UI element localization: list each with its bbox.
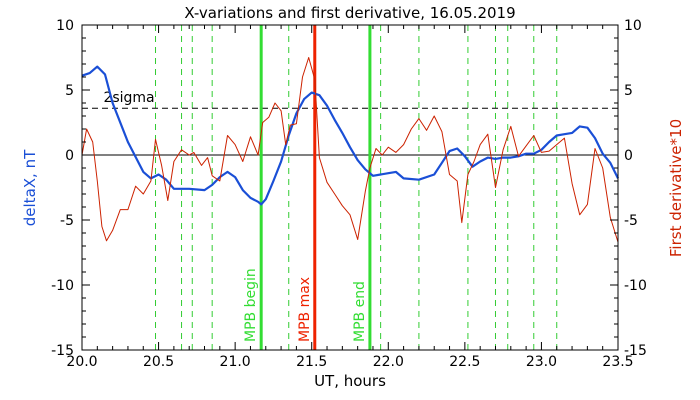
plot-area: 2sigma MPB begin MPB max MPB end 20.0 20.5 21.… bbox=[51, 18, 647, 370]
threshold-label: 2sigma bbox=[103, 90, 154, 106]
y-tick-label-right: 10 bbox=[624, 18, 642, 34]
x-tick-label: 21.0 bbox=[220, 354, 251, 370]
x-tick-label: 20.0 bbox=[66, 354, 97, 370]
y-tick-label-right: -15 bbox=[624, 343, 647, 359]
y-tick-label-left: -5 bbox=[60, 213, 74, 229]
y-tick-label-left: 10 bbox=[56, 18, 74, 34]
y-tick-label-right: 0 bbox=[624, 148, 633, 164]
y-tick-label-right: -5 bbox=[624, 213, 638, 229]
y-tick-label-left: 5 bbox=[65, 83, 74, 99]
y-tick-label-right: -10 bbox=[624, 278, 647, 294]
x-tick-label: 23.0 bbox=[526, 354, 557, 370]
x-axis-label: UT, hours bbox=[314, 372, 386, 390]
x-tick-label: 23.5 bbox=[602, 354, 633, 370]
y-tick-label-left: -10 bbox=[51, 278, 74, 294]
y-tick-label-left: 0 bbox=[65, 148, 74, 164]
chart-title: X-variations and first derivative, 16.05… bbox=[184, 4, 515, 22]
x-tick-label: 22.0 bbox=[373, 354, 404, 370]
marker-label: MPB begin bbox=[243, 268, 259, 342]
x-tick-label: 21.5 bbox=[296, 354, 327, 370]
y-axis-label-left: deltaX, nT bbox=[21, 149, 39, 226]
y-tick-label-left: -15 bbox=[51, 343, 74, 359]
x-tick-label: 22.5 bbox=[449, 354, 480, 370]
marker-label: MPB end bbox=[352, 281, 368, 342]
x-tick-label: 20.5 bbox=[143, 354, 174, 370]
y-tick-label-right: 5 bbox=[624, 83, 633, 99]
marker-label: MPB max bbox=[297, 277, 313, 342]
y-axis-label-right: First derivative*10 bbox=[667, 119, 685, 257]
series-line-derivative bbox=[81, 57, 619, 243]
series-line-deltax bbox=[81, 65, 619, 206]
plot-frame bbox=[81, 24, 619, 351]
